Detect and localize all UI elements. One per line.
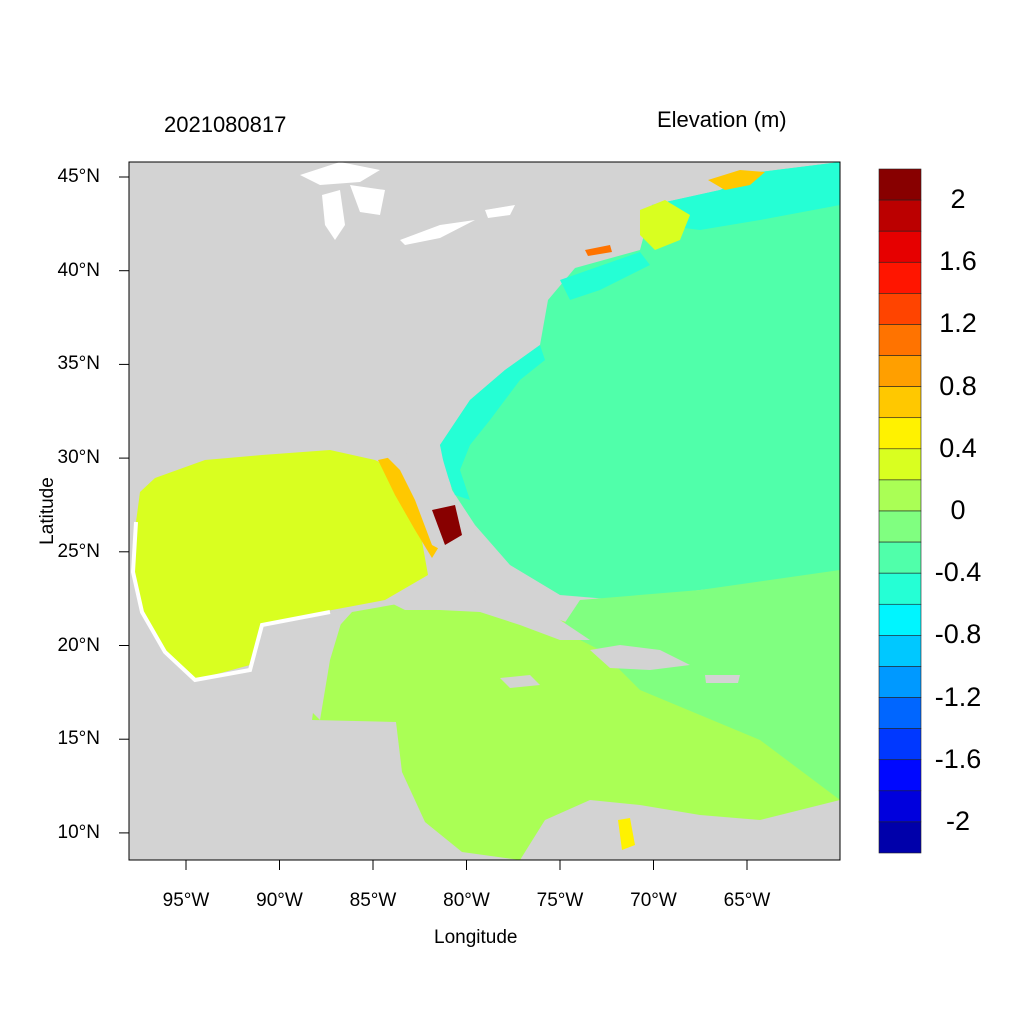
colorbar-label: -0.8: [934, 619, 982, 650]
colorbar-bin: [878, 230, 922, 263]
colorbar-bin: [878, 697, 922, 729]
colorbar-bin: [878, 448, 922, 481]
colorbar-bin: [878, 821, 922, 854]
south-america-coast: [520, 800, 840, 860]
colorbar-label: 0.4: [939, 432, 977, 463]
x-tick-label: 85°W: [349, 890, 397, 911]
hispaniola: [590, 645, 690, 670]
plot-frame: [128, 161, 841, 861]
colorbar-label: 1.2: [939, 308, 977, 339]
colorbar-bin: [878, 261, 922, 294]
west-florida-shelf: [378, 455, 440, 558]
colorbar-bin: [878, 355, 922, 387]
y-axis-label: Latitude: [37, 477, 58, 545]
bay-of-fundy: [708, 170, 765, 190]
colorbar-bin: [878, 572, 922, 605]
y-tick-label: 15°N: [57, 728, 100, 750]
map-timestamp: 2021080817: [164, 112, 287, 137]
map-variable-title: Elevation (m): [657, 107, 787, 132]
caribbean-sea: [312, 600, 840, 860]
colorbar: [878, 168, 922, 854]
x-tick-label: 75°W: [536, 890, 584, 911]
y-tick-label: 25°N: [57, 540, 100, 562]
colorbar-bin: [878, 417, 922, 450]
atlantic-ocean: [440, 162, 840, 600]
maracaibo-lake: [618, 818, 635, 850]
puerto-rico: [705, 675, 740, 683]
jamaica: [500, 675, 540, 688]
axis-ticks: [119, 176, 748, 870]
colorbar-label: 0.8: [939, 370, 977, 401]
y-tick-label: 35°N: [57, 353, 100, 375]
lake-ontario: [485, 205, 515, 218]
mexico-coastline: [130, 521, 331, 683]
x-axis-label: Longitude: [434, 927, 518, 948]
colorbar-bin: [878, 728, 922, 761]
y-tick-label: 20°N: [57, 634, 100, 656]
colorbar-bin: [878, 541, 922, 574]
x-tick-label: 95°W: [162, 890, 210, 911]
long-island-sound: [585, 245, 612, 256]
colorbar-label: -1.6: [934, 743, 982, 774]
cape-cod-shelf: [640, 200, 690, 250]
colorbar-bin: [878, 603, 922, 636]
gulf-of-maine: [652, 162, 840, 230]
x-tick-label: 80°W: [443, 890, 490, 911]
yucatan: [250, 610, 345, 720]
colorbar-bin: [878, 199, 922, 232]
colorbar-label: 2: [950, 184, 966, 215]
colorbar-bin: [878, 635, 922, 667]
colorbar-label: -1.2: [934, 681, 982, 712]
colorbar-bin: [878, 168, 922, 201]
south-florida-surge: [432, 505, 462, 545]
mid-atlantic-shelf: [560, 252, 650, 300]
x-tick-label: 90°W: [256, 890, 303, 911]
lake-huron: [350, 185, 385, 215]
y-tick-label: 30°N: [57, 447, 100, 469]
lake-michigan: [322, 190, 345, 240]
gulf-of-mexico: [133, 450, 428, 680]
coastal-band-southeast: [440, 345, 545, 500]
lake-erie: [400, 220, 475, 245]
x-tick-label: 70°W: [630, 890, 677, 911]
colorbar-label: -2: [945, 805, 970, 836]
atlantic-south: [560, 570, 840, 800]
colorbar-bin: [878, 666, 922, 698]
colorbar-bin: [878, 510, 922, 543]
x-tick-label: 65°W: [723, 890, 771, 911]
lake-superior: [300, 162, 380, 185]
cuba: [385, 590, 590, 640]
colorbar-label: 1.6: [939, 246, 977, 277]
colorbar-bin: [878, 293, 922, 325]
colorbar-bin: [878, 386, 922, 419]
y-tick-label: 45°N: [57, 166, 100, 187]
colorbar-label: 0: [950, 495, 966, 525]
colorbar-bin: [878, 324, 922, 356]
y-tick-label: 10°N: [57, 821, 100, 843]
y-tick-label: 40°N: [57, 259, 100, 281]
colorbar-label: -0.4: [934, 557, 982, 588]
